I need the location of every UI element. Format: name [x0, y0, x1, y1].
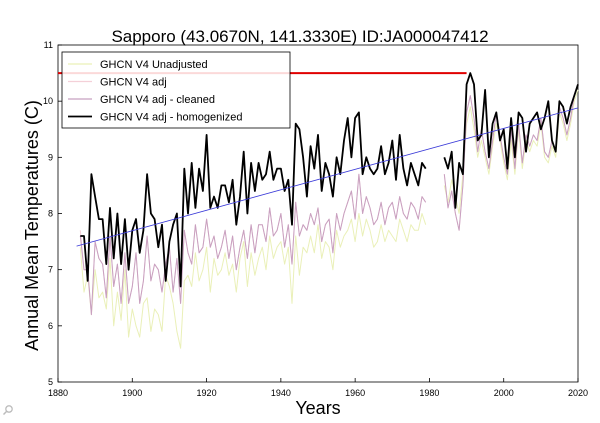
y-tick-label: 9 [48, 152, 53, 162]
x-tick-label: 1960 [345, 388, 365, 398]
series-4 [80, 72, 579, 288]
x-tick-label: 2000 [494, 388, 514, 398]
y-axis: 5 6 7 8 9 10 11 [43, 40, 62, 387]
y-tick-label: 10 [43, 96, 53, 106]
x-tick-label: 1920 [197, 388, 217, 398]
y-tick-label: 5 [48, 377, 53, 387]
x-tick-label: 1880 [48, 388, 68, 398]
y-tick-label: 8 [48, 209, 53, 219]
x-tick-label: 2020 [568, 388, 588, 398]
trend-line [76, 107, 579, 247]
legend-label: GHCN V4 adj - cleaned [100, 94, 215, 106]
x-axis: 1880 1900 1920 1940 1960 1980 2000 2020 [48, 378, 588, 398]
x-axis-label: Years [295, 398, 340, 418]
legend-label: GHCN V4 adj - homogenized [100, 112, 242, 124]
chart-title: Sapporo (43.0670N, 141.3330E) ID:JA00004… [111, 27, 488, 46]
y-axis-label: Annual Mean Temperatures (C) [22, 100, 42, 351]
x-tick-label: 1980 [419, 388, 439, 398]
legend-label: GHCN V4 adj [100, 77, 167, 89]
legend-box [61, 51, 291, 129]
y-tick-label: 7 [48, 265, 53, 275]
zoom-icon[interactable] [2, 404, 14, 416]
x-tick-label: 1940 [271, 388, 291, 398]
y-tick-label: 11 [44, 40, 53, 50]
x-tick-label: 1900 [122, 388, 142, 398]
series-line [443, 89, 579, 214]
series-line [79, 213, 427, 349]
series-line [443, 72, 579, 209]
y-tick-label: 6 [48, 321, 53, 331]
series-1 [79, 89, 579, 349]
legend: GHCN V4 Unadjusted GHCN V4 adj GHCN V4 adj… [61, 51, 291, 129]
series-line [79, 173, 427, 316]
series-line [79, 173, 427, 316]
series-line [80, 111, 427, 288]
legend-label: GHCN V4 Unadjusted [100, 59, 208, 71]
